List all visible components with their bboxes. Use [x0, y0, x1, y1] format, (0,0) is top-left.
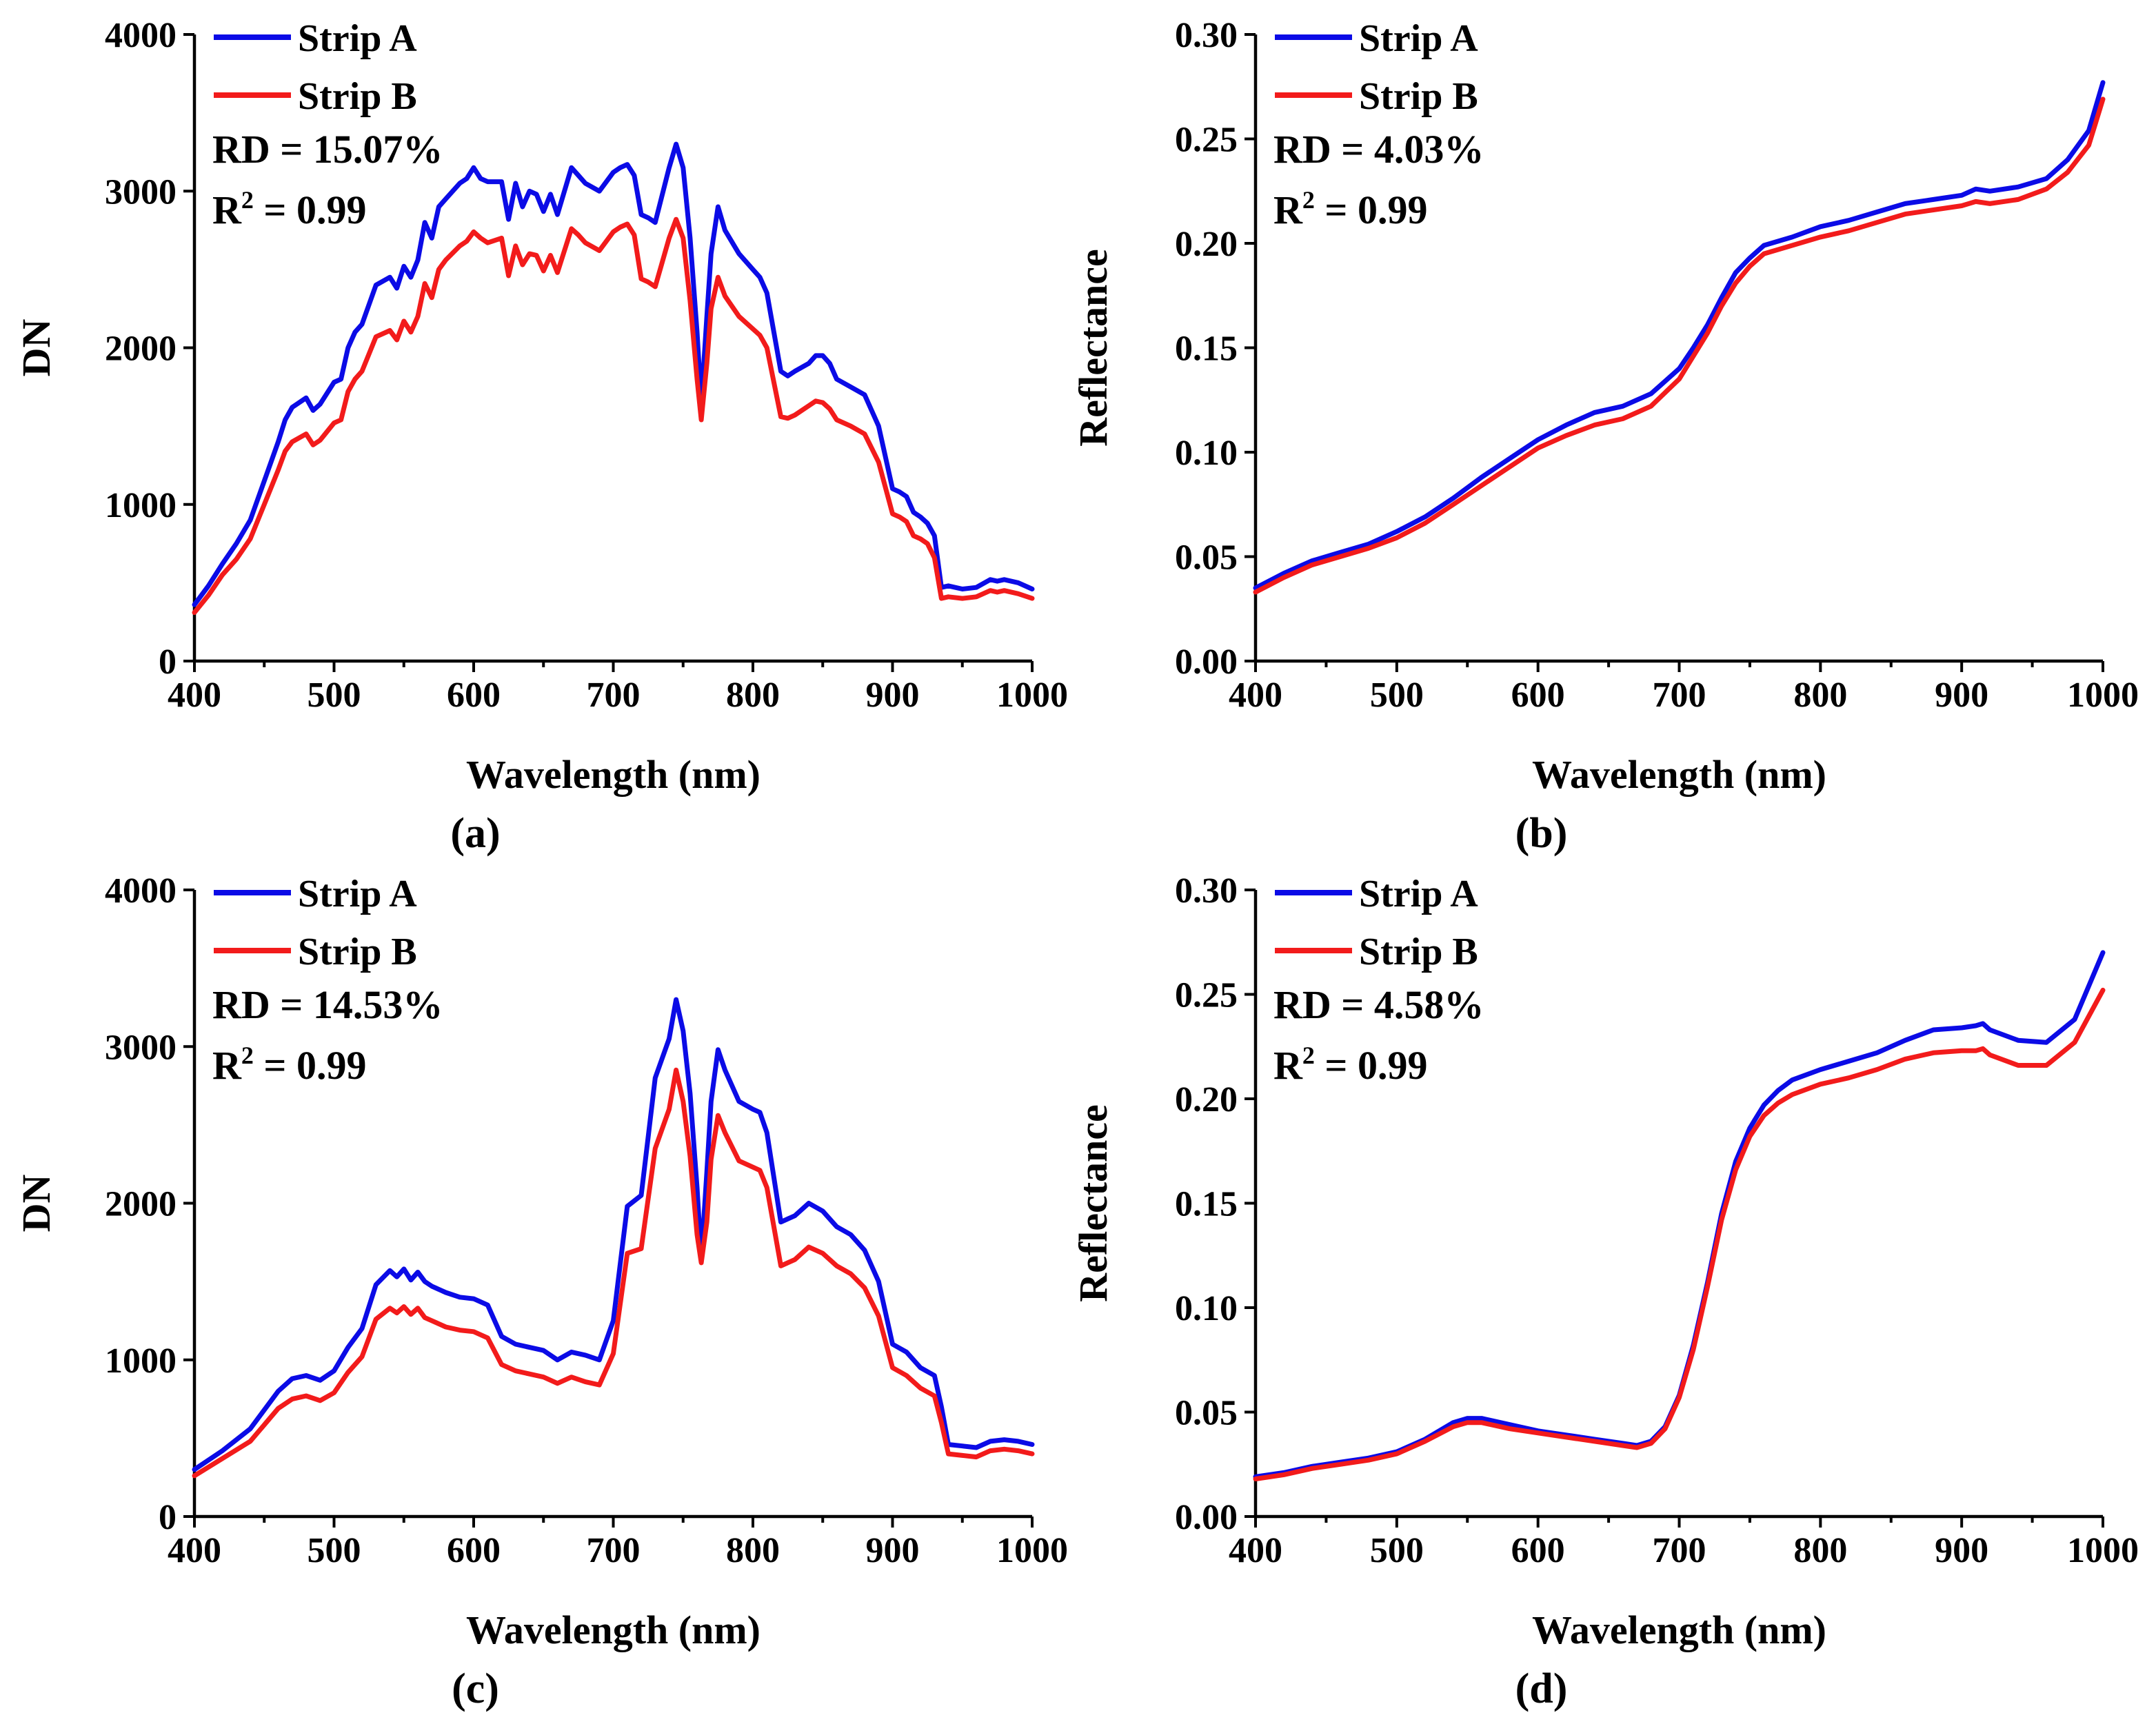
y-axis-title: DN — [14, 1175, 59, 1233]
y-tick-label: 1000 — [105, 1341, 177, 1381]
x-tick-label: 800 — [1793, 1531, 1847, 1570]
x-tick-label: 700 — [587, 676, 641, 715]
x-tick-label: 700 — [1653, 1531, 1706, 1570]
chart-panel-c: 400 500 600 700 800 900 1000 0 1000 2000 3000 4000 W… — [14, 871, 1068, 1712]
rd-annotation: RD = 4.03% — [1273, 127, 1484, 172]
x-tick-label: 600 — [447, 1531, 501, 1570]
y-axis-title: DN — [14, 319, 59, 377]
y-tick-label: 0.00 — [1175, 642, 1238, 682]
x-tick-label: 900 — [1935, 1531, 1988, 1570]
legend-label-strip-b: Strip B — [1359, 931, 1478, 973]
x-tick-label: 400 — [1229, 676, 1282, 715]
legend-label-strip-b: Strip B — [298, 931, 417, 973]
x-tick-label: 800 — [726, 1531, 780, 1570]
y-tick-label: 1000 — [105, 486, 177, 525]
series-line-strip-b — [1253, 97, 2106, 595]
x-tick-label: 1000 — [2067, 1531, 2139, 1570]
x-tick-label: 600 — [1511, 1531, 1565, 1570]
x-tick-label: 900 — [1935, 676, 1988, 715]
rd-annotation: RD = 4.58% — [1273, 982, 1484, 1027]
y-tick-label: 0.15 — [1175, 329, 1238, 369]
x-tick-label: 500 — [308, 676, 361, 715]
x-tick-label: 500 — [308, 1531, 361, 1570]
panel-label: (d) — [1515, 1665, 1568, 1712]
legend-label-strip-a: Strip A — [298, 17, 417, 60]
r2-annotation: R2 = 0.99 — [1273, 1042, 1427, 1088]
y-tick-label: 0.30 — [1175, 16, 1238, 55]
legend-label-strip-a: Strip A — [1359, 873, 1478, 915]
r2-annotation: R2 = 0.99 — [212, 186, 366, 232]
y-tick-label: 4000 — [105, 871, 177, 911]
x-tick-label: 500 — [1370, 676, 1424, 715]
x-tick-label: 900 — [866, 676, 920, 715]
panel-label: (b) — [1515, 810, 1568, 857]
legend-label-strip-b: Strip B — [298, 75, 417, 118]
panel-label: (c) — [452, 1665, 499, 1712]
r2-annotation: R2 = 0.99 — [1273, 186, 1427, 232]
y-tick-label: 0 — [159, 642, 177, 682]
y-tick-label: 3000 — [105, 1028, 177, 1067]
chart-panel-b: 400 500 600 700 800 900 1000 0.00 0.05 0.10 0.15 0.… — [1071, 16, 2139, 857]
x-axis-title: Wavelength (nm) — [1532, 752, 1826, 797]
series-line-strip-b — [1253, 987, 2106, 1481]
x-axis-title: Wavelength (nm) — [466, 1608, 760, 1652]
y-tick-label: 0.00 — [1175, 1498, 1238, 1537]
chart-panel-d: 400 500 600 700 800 900 1000 0.00 0.05 0.10 0.15 0.… — [1071, 871, 2139, 1712]
rd-annotation: RD = 14.53% — [212, 982, 443, 1027]
x-tick-label: 600 — [1511, 676, 1565, 715]
x-tick-label: 400 — [168, 676, 221, 715]
y-tick-label: 0 — [159, 1498, 177, 1537]
x-tick-label: 400 — [168, 1531, 221, 1570]
y-tick-label: 2000 — [105, 329, 177, 369]
x-tick-label: 700 — [1653, 676, 1706, 715]
series-line-strip-a — [192, 141, 1035, 607]
y-tick-label: 0.15 — [1175, 1185, 1238, 1224]
series-line-strip-b — [192, 216, 1035, 616]
y-tick-label: 0.20 — [1175, 1080, 1238, 1119]
series-line-strip-b — [192, 1067, 1035, 1479]
x-axis-title: Wavelength (nm) — [466, 752, 760, 797]
series-line-strip-a — [192, 997, 1035, 1472]
x-tick-label: 800 — [1793, 676, 1847, 715]
x-tick-label: 800 — [726, 676, 780, 715]
legend-label-strip-b: Strip B — [1359, 75, 1478, 118]
y-tick-label: 0.25 — [1175, 121, 1238, 160]
y-tick-label: 0.20 — [1175, 225, 1238, 264]
x-axis-title: Wavelength (nm) — [1532, 1608, 1826, 1652]
x-tick-label: 1000 — [996, 676, 1068, 715]
x-tick-label: 700 — [587, 1531, 641, 1570]
y-tick-label: 2000 — [105, 1185, 177, 1224]
x-tick-label: 500 — [1370, 1531, 1424, 1570]
y-tick-label: 0.10 — [1175, 434, 1238, 473]
y-tick-label: 4000 — [105, 16, 177, 55]
x-tick-label: 600 — [447, 676, 501, 715]
y-tick-label: 0.05 — [1175, 538, 1238, 578]
legend-label-strip-a: Strip A — [298, 873, 417, 915]
chart-panel-a: 400 500 600 700 800 900 1000 0 1000 2000 3000 4000 W… — [14, 16, 1068, 857]
rd-annotation: RD = 15.07% — [212, 127, 443, 172]
x-tick-label: 400 — [1229, 1531, 1282, 1570]
series-line-strip-a — [1253, 80, 2106, 591]
y-tick-label: 0.10 — [1175, 1289, 1238, 1328]
x-tick-label: 900 — [866, 1531, 920, 1570]
x-tick-label: 1000 — [2067, 676, 2139, 715]
y-axis-title: Reflectance — [1071, 1104, 1116, 1302]
y-tick-label: 0.30 — [1175, 871, 1238, 911]
y-tick-label: 0.25 — [1175, 976, 1238, 1015]
y-tick-label: 0.05 — [1175, 1394, 1238, 1433]
r2-annotation: R2 = 0.99 — [212, 1042, 366, 1088]
x-tick-label: 1000 — [996, 1531, 1068, 1570]
y-axis-title: Reflectance — [1071, 249, 1116, 447]
legend-label-strip-a: Strip A — [1359, 17, 1478, 60]
y-tick-label: 3000 — [105, 172, 177, 212]
panel-label: (a) — [450, 810, 500, 857]
